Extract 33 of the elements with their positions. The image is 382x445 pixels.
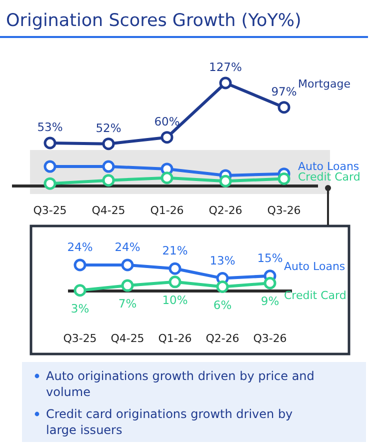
x-tick-label: Q3-25 xyxy=(33,204,67,217)
data-label: 53% xyxy=(37,120,63,134)
chart-title: Origination Scores Growth (YoY%) xyxy=(6,11,302,31)
data-label: 13% xyxy=(210,253,236,268)
series-label: Credit Card xyxy=(284,289,346,302)
data-label: 60% xyxy=(154,114,180,128)
data-label: 3% xyxy=(70,301,90,316)
x-tick-label: Q2-26 xyxy=(208,204,242,217)
data-label: 24% xyxy=(67,240,93,254)
data-label: 127% xyxy=(209,60,242,74)
series-label: Mortgage xyxy=(298,77,351,90)
series-label: Credit Card xyxy=(298,170,360,184)
x-tick-label: Q2-26 xyxy=(206,332,240,345)
text: Credit card originations growth driven by large issuers xyxy=(46,407,293,437)
data-label: 15% xyxy=(257,250,283,265)
data-label: 52% xyxy=(96,120,122,135)
x-tick-label: Q4-25 xyxy=(110,332,144,345)
x-tick-label: Q1-26 xyxy=(150,204,184,217)
data-label: 6% xyxy=(213,298,232,312)
x-tick-label: Q1-26 xyxy=(158,332,192,345)
x-tick-label: Q3-26 xyxy=(253,332,287,345)
x-tick-label: Q3-25 xyxy=(63,332,97,345)
data-label: 10% xyxy=(162,292,188,307)
text: Auto originations growth driven by price and volume xyxy=(46,369,314,399)
data-label: 9% xyxy=(260,294,280,308)
x-tick-label: Q3-26 xyxy=(267,204,301,217)
x-tick-label: Q4-25 xyxy=(92,204,126,217)
series-label: Auto Loans xyxy=(284,260,346,273)
series-label: Auto Loans xyxy=(298,160,360,173)
data-label: 97% xyxy=(271,84,297,98)
data-label: 7% xyxy=(118,296,137,311)
data-label: 24% xyxy=(114,240,140,254)
data-label: 21% xyxy=(162,244,188,258)
